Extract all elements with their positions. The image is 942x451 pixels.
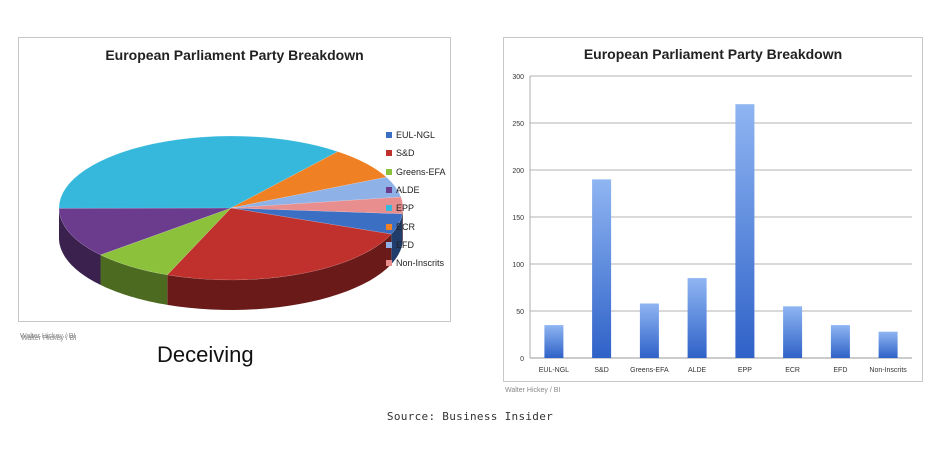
legend-item: EUL-NGL <box>386 126 446 144</box>
pie-slice-alde <box>58 207 232 256</box>
caption-deceiving: Deceiving <box>157 342 254 367</box>
legend-label: EUL-NGL <box>396 130 436 141</box>
y-tick-label: 300 <box>512 74 524 81</box>
y-tick-label: 200 <box>512 168 524 175</box>
legend-swatch <box>386 187 392 194</box>
y-tick-label: 0 <box>520 356 524 363</box>
x-tick-label: ALDE <box>688 367 707 374</box>
x-tick-label: Non-Inscrits <box>869 367 907 374</box>
legend-label: S&D <box>396 148 415 159</box>
pie-slice-ecr <box>230 151 387 209</box>
pie-side-s-d <box>167 234 392 310</box>
bar-non-inscrits <box>878 331 898 358</box>
legend-item: EPP <box>386 199 446 217</box>
bar-alde <box>687 278 707 358</box>
bar-eul-ngl <box>544 325 564 358</box>
legend-item: EFD <box>386 236 446 254</box>
pie-slice-epp <box>58 135 339 209</box>
pie-slice-greens-efa <box>99 207 232 276</box>
pie-side-greens-efa <box>100 254 168 305</box>
legend-swatch <box>386 168 392 175</box>
legend-label: ECR <box>396 221 416 232</box>
y-tick-label: 150 <box>512 215 524 222</box>
pie-credit-label: Walter Hickey / BI <box>20 333 76 340</box>
pie-chart-title: European Parliament Party Breakdown <box>105 47 364 63</box>
y-tick-label: 50 <box>516 309 524 316</box>
x-tick-label: ECR <box>785 367 800 374</box>
source-text: Source: Business Insider <box>386 410 554 423</box>
bar-credit: Walter Hickey / BI <box>505 387 561 394</box>
x-tick-label: EUL-NGL <box>539 367 569 374</box>
pie-slice-non-inscrits <box>230 196 404 215</box>
y-tick-label: 250 <box>512 121 524 128</box>
x-tick-label: EPP <box>738 367 752 374</box>
bar-epp <box>735 104 755 358</box>
pie-side-eul-ngl <box>391 213 403 265</box>
x-tick-label: S&D <box>594 367 608 374</box>
pie-slice-eul-ngl <box>230 207 403 235</box>
legend-item: Non-Inscrits <box>386 254 446 272</box>
bar-greens-efa <box>639 303 659 358</box>
pie-side-alde <box>59 208 101 285</box>
bar-chart-panel: European Parliament Party Breakdown 0 50 1… <box>503 37 923 382</box>
pie-chart <box>58 135 404 310</box>
legend-label: Greens-EFA <box>396 166 446 177</box>
legend-swatch <box>386 223 392 230</box>
bar-chart: 0 50 100 150 200 250 300 EUL-NGL S&D Greens-EFA AL… <box>512 74 912 374</box>
legend-item: ALDE <box>386 181 446 199</box>
x-tick-label: Greens-EFA <box>630 367 669 374</box>
pie-credit: Walter Hickey / BI <box>21 335 77 342</box>
bar-ecr <box>783 306 803 358</box>
legend-swatch <box>386 132 392 139</box>
pie-chart-panel: European Parliament Party Breakdown EUL-… <box>18 37 451 342</box>
legend-item: S&D <box>386 144 446 162</box>
legend-label: EPP <box>396 203 415 214</box>
bar-s-d <box>592 179 612 358</box>
legend-swatch <box>386 150 392 157</box>
legend-item: ECR <box>386 217 446 235</box>
legend-swatch <box>386 241 392 248</box>
bar-efd <box>830 325 850 358</box>
pie-legend: EUL-NGL S&D Greens-EFA ALDE EPP ECR EFD Non-Ins… <box>386 126 446 272</box>
legend-label: EFD <box>396 239 414 250</box>
legend-item: Greens-EFA <box>386 163 446 181</box>
pie-side-non-inscrits <box>402 208 403 244</box>
legend-label: Non-Inscrits <box>396 258 445 269</box>
pie-slice-s-d <box>166 207 392 281</box>
legend-label: ALDE <box>396 185 420 196</box>
pie-slice-efd <box>230 176 402 209</box>
x-tick-label: EFD <box>833 367 847 374</box>
y-tick-label: 100 <box>512 262 524 269</box>
legend-swatch <box>386 205 392 212</box>
legend-swatch <box>386 260 392 267</box>
bar-chart-title: European Parliament Party Breakdown <box>583 46 843 62</box>
